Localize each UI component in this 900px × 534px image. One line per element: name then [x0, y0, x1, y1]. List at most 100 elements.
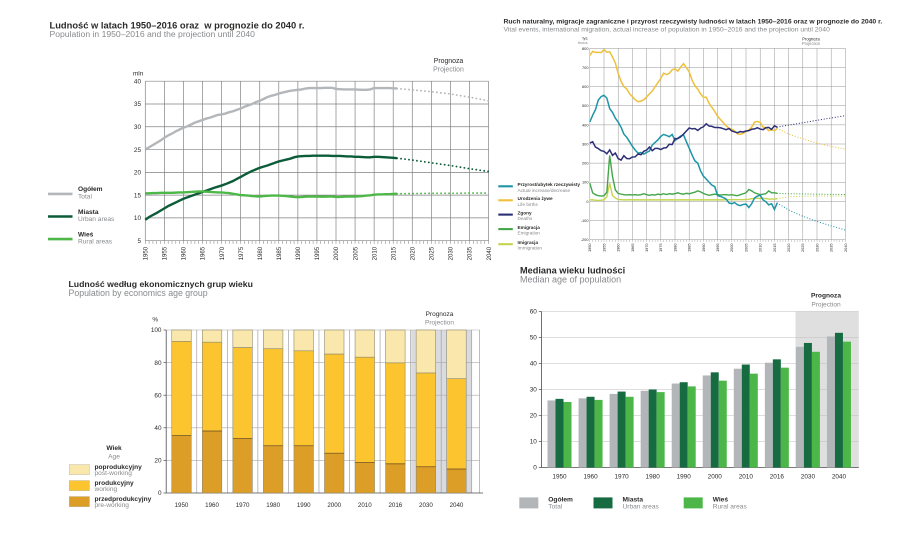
svg-text:1960: 1960 — [616, 243, 621, 252]
svg-text:35: 35 — [134, 101, 142, 108]
svg-text:1965: 1965 — [200, 246, 207, 260]
svg-text:1970: 1970 — [614, 474, 629, 481]
svg-text:Imigracja: Imigracja — [518, 240, 539, 245]
svg-text:2010: 2010 — [371, 246, 378, 260]
svg-text:1950: 1950 — [587, 243, 592, 252]
svg-text:2000: 2000 — [708, 474, 723, 481]
svg-text:100: 100 — [151, 327, 162, 334]
svg-text:Wieś: Wieś — [78, 231, 94, 238]
svg-text:30: 30 — [530, 387, 538, 394]
svg-text:1970: 1970 — [236, 502, 250, 509]
svg-text:2040: 2040 — [486, 246, 493, 260]
svg-text:20: 20 — [154, 458, 162, 465]
svg-text:300: 300 — [582, 141, 589, 146]
svg-text:1975: 1975 — [658, 243, 663, 252]
svg-text:1950: 1950 — [175, 502, 189, 509]
svg-text:2025: 2025 — [800, 243, 805, 252]
svg-text:2000: 2000 — [327, 502, 341, 509]
svg-text:pre-working: pre-working — [95, 502, 130, 509]
svg-text:2040: 2040 — [843, 243, 848, 252]
svg-text:1980: 1980 — [266, 502, 280, 509]
svg-text:1955: 1955 — [601, 243, 606, 252]
svg-text:Projection: Projection — [425, 320, 454, 327]
svg-text:30: 30 — [134, 124, 142, 131]
svg-text:Ludność według ekonomicznych g: Ludność według ekonomicznych grup wieku — [69, 279, 253, 289]
svg-text:1950: 1950 — [552, 474, 567, 481]
svg-text:-200: -200 — [581, 237, 590, 242]
svg-text:mln: mln — [133, 70, 144, 77]
svg-text:1990: 1990 — [297, 502, 311, 509]
svg-text:1990: 1990 — [677, 474, 692, 481]
svg-text:2030: 2030 — [814, 243, 819, 252]
svg-text:produkcyjny: produkcyjny — [95, 480, 135, 487]
svg-text:Wieś: Wieś — [713, 497, 729, 504]
svg-text:przedprodukcyjny: przedprodukcyjny — [95, 496, 152, 503]
svg-text:Mediana wieku ludności: Mediana wieku ludności — [520, 266, 625, 276]
svg-text:1995: 1995 — [715, 243, 720, 252]
svg-text:1960: 1960 — [181, 246, 188, 260]
svg-text:2000: 2000 — [729, 243, 734, 252]
svg-text:50: 50 — [530, 335, 538, 342]
svg-text:15: 15 — [134, 192, 142, 199]
svg-text:60: 60 — [530, 309, 538, 316]
svg-text:Projection: Projection — [802, 41, 821, 46]
svg-text:2005: 2005 — [352, 246, 359, 260]
svg-text:Miasta: Miasta — [78, 209, 99, 216]
svg-text:Miasta: Miasta — [623, 497, 644, 504]
svg-text:Ludność w latach 1950–2016 ora: Ludność w latach 1950–2016 oraz w progno… — [50, 21, 305, 31]
svg-text:Immigration: Immigration — [518, 246, 543, 251]
svg-text:Prognoza: Prognoza — [426, 311, 454, 318]
svg-text:60: 60 — [154, 392, 162, 399]
svg-text:1960: 1960 — [583, 474, 598, 481]
svg-text:25: 25 — [134, 147, 142, 154]
svg-text:0: 0 — [533, 465, 537, 472]
svg-text:1980: 1980 — [672, 243, 677, 252]
svg-text:2000: 2000 — [333, 246, 340, 260]
svg-text:2010: 2010 — [758, 243, 763, 252]
svg-text:working: working — [94, 486, 118, 493]
svg-text:Vital events, international mi: Vital events, international migration, a… — [504, 26, 831, 33]
svg-text:2030: 2030 — [801, 474, 816, 481]
svg-text:2035: 2035 — [467, 246, 474, 260]
svg-text:10: 10 — [530, 439, 538, 446]
svg-text:100: 100 — [582, 180, 589, 185]
svg-text:Median age of population: Median age of population — [520, 274, 621, 284]
svg-text:2016: 2016 — [770, 474, 785, 481]
svg-text:40: 40 — [154, 425, 162, 432]
svg-text:Ogółem: Ogółem — [78, 186, 103, 193]
svg-text:1985: 1985 — [687, 243, 692, 252]
svg-text:Total: Total — [78, 194, 92, 201]
svg-text:2040: 2040 — [832, 474, 847, 481]
svg-text:2016: 2016 — [388, 502, 402, 509]
svg-text:poprodukcyjny: poprodukcyjny — [95, 464, 143, 471]
svg-text:80: 80 — [154, 360, 162, 367]
svg-text:200: 200 — [582, 161, 589, 166]
svg-text:Projection: Projection — [433, 67, 464, 74]
svg-text:1995: 1995 — [314, 246, 321, 260]
svg-text:Projection: Projection — [811, 302, 841, 309]
svg-text:40: 40 — [134, 78, 142, 85]
svg-text:20: 20 — [134, 170, 142, 177]
svg-text:1990: 1990 — [701, 243, 706, 252]
svg-text:0: 0 — [158, 490, 162, 497]
svg-text:1975: 1975 — [238, 246, 245, 260]
svg-text:Prognoza: Prognoza — [802, 37, 820, 42]
svg-text:1980: 1980 — [646, 474, 661, 481]
svg-text:20: 20 — [530, 413, 538, 420]
svg-text:2020: 2020 — [409, 246, 416, 260]
svg-text:Przyrost/ubytek rzeczywisty: Przyrost/ubytek rzeczywisty — [518, 182, 581, 187]
svg-text:Rural areas: Rural areas — [78, 239, 113, 246]
svg-text:Population by economics age gr: Population by economics age group — [69, 288, 208, 298]
svg-text:10: 10 — [134, 215, 142, 222]
svg-text:2010: 2010 — [739, 474, 754, 481]
svg-text:Age: Age — [108, 454, 120, 461]
svg-text:1970: 1970 — [644, 243, 649, 252]
svg-text:1965: 1965 — [630, 243, 635, 252]
svg-text:Urban areas: Urban areas — [623, 504, 660, 511]
svg-text:post-working: post-working — [95, 470, 133, 477]
svg-text:800: 800 — [582, 46, 589, 51]
svg-text:Rural areas: Rural areas — [713, 504, 748, 511]
svg-text:Urodzenia żywe: Urodzenia żywe — [518, 196, 554, 201]
svg-text:400: 400 — [582, 122, 589, 127]
svg-text:1955: 1955 — [162, 246, 169, 260]
